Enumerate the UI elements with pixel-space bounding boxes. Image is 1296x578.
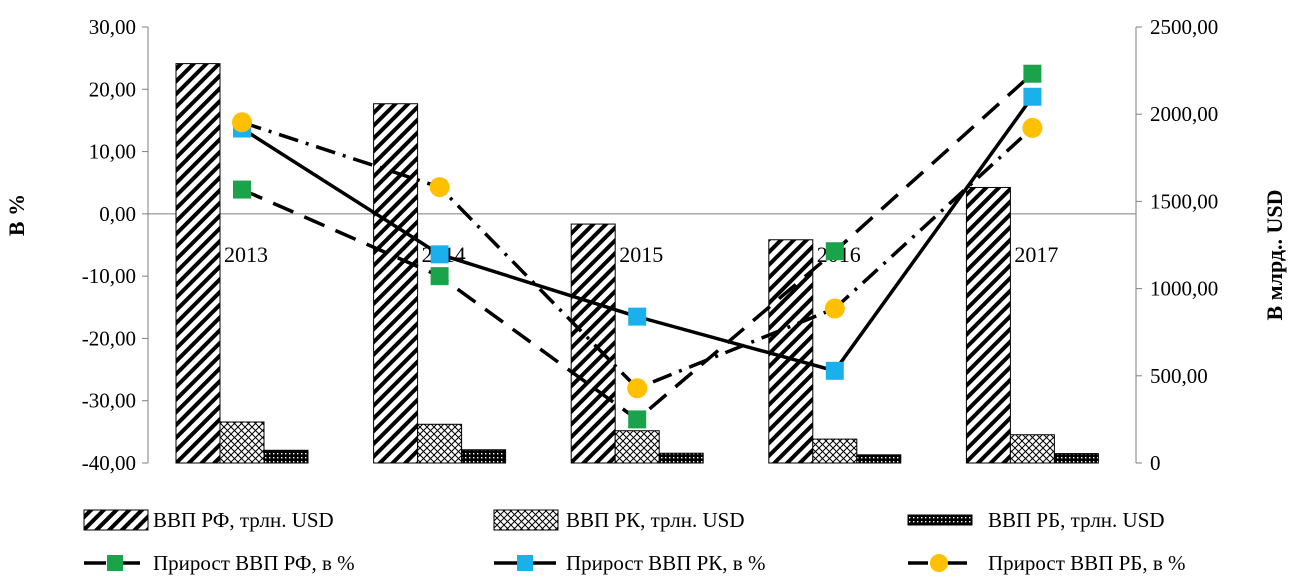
category-label: 2015 [619,242,663,267]
plot-area: -40,00 -30,00 -20,00 -10,00 0,00 10,00 20,00 30… [4,15,1287,475]
left-axis-title: В % [4,194,29,236]
left-tick-label: 0,00 [99,202,136,226]
legend-label: ВВП РФ, трлн. USD [153,508,334,532]
category-label: 2013 [224,242,268,267]
right-tick-label: 1000,00 [1150,277,1218,301]
bar [263,449,309,464]
bar [658,452,704,464]
legend: ВВП РФ, трлн. USD ВВП РК, трлн. USD ВВП РБ… [83,508,1186,575]
bar [768,239,814,464]
legend-swatch [83,509,149,531]
data-point [430,267,449,286]
data-point [430,245,449,264]
right-tick-label: 1500,00 [1150,189,1218,213]
bar [570,223,616,464]
bar [373,103,419,464]
data-point [233,180,251,199]
right-tick-label: 0 [1150,451,1161,475]
left-tick-label: -20,00 [82,326,136,350]
legend-label: ВВП РБ, трлн. USD [988,508,1165,532]
left-tick-label: -40,00 [82,451,136,475]
data-point [1022,117,1043,138]
series-line [241,120,1034,391]
right-tick-label: 2000,00 [1150,102,1218,126]
bar [1009,434,1055,464]
legend-swatch [907,514,973,526]
left-tick-label: 30,00 [89,15,136,39]
series-line [241,95,1034,373]
data-point [628,410,647,429]
bar [219,421,265,464]
left-tick-label: 10,00 [89,140,136,164]
bar [1053,453,1099,464]
legend-swatch [493,509,559,531]
legend-label: Прирост ВВП РК, в % [566,551,765,575]
legend-marker [107,555,123,571]
bar [417,423,463,464]
right-axis-title: В млрд.. USD [1262,189,1287,320]
legend-marker [517,555,533,571]
data-point [232,112,252,133]
data-point [824,298,845,319]
data-point [825,242,844,261]
data-point [1023,64,1042,83]
legend-label: Прирост ВВП РФ, в % [153,551,355,575]
data-point [628,307,647,326]
data-point [1023,87,1042,106]
data-point [825,361,844,380]
data-point [429,177,450,198]
legend-label: ВВП РК, трлн. USD [566,508,745,532]
legend-label: Прирост ВВП РБ, в % [988,551,1186,575]
bar [175,63,221,464]
legend-marker [930,554,948,572]
data-point [627,378,648,399]
left-tick-label: -10,00 [82,264,136,288]
right-tick-label: 500,00 [1150,364,1208,388]
bar [812,438,858,464]
left-tick-label: -30,00 [82,389,136,413]
bar [856,454,902,464]
right-tick-label: 2500,00 [1150,15,1218,39]
bar [965,186,1011,464]
bar [614,430,660,464]
category-label: 2017 [1014,242,1058,267]
bar [461,449,507,464]
left-tick-label: 20,00 [89,77,136,101]
